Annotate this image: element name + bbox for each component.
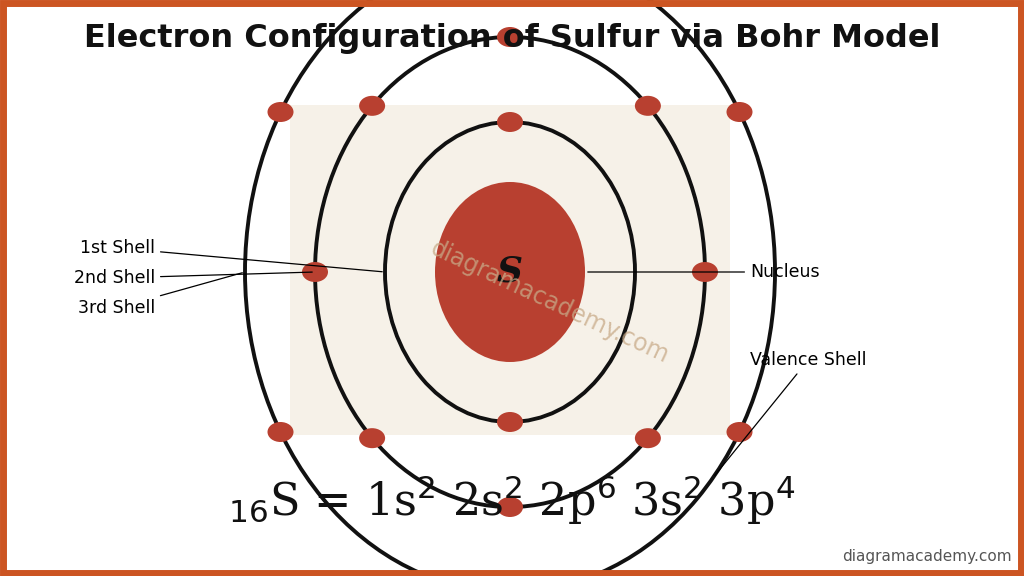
Ellipse shape xyxy=(497,497,523,517)
Ellipse shape xyxy=(692,262,718,282)
Ellipse shape xyxy=(267,422,294,442)
Ellipse shape xyxy=(497,412,523,432)
Ellipse shape xyxy=(359,428,385,448)
Ellipse shape xyxy=(635,96,660,116)
Ellipse shape xyxy=(497,112,523,132)
Ellipse shape xyxy=(635,428,660,448)
Text: 1st Shell: 1st Shell xyxy=(80,239,382,272)
Bar xyxy=(290,105,730,435)
Ellipse shape xyxy=(435,182,585,362)
Ellipse shape xyxy=(726,102,753,122)
Ellipse shape xyxy=(267,102,294,122)
Text: diagramacademy.com: diagramacademy.com xyxy=(427,236,673,368)
Ellipse shape xyxy=(726,422,753,442)
Ellipse shape xyxy=(302,262,328,282)
Text: $_{16}$S = 1s$^2$ 2s$^2$ 2p$^6$ 3s$^2$ 3p$^4$: $_{16}$S = 1s$^2$ 2s$^2$ 2p$^6$ 3s$^2$ 3… xyxy=(228,473,796,527)
Ellipse shape xyxy=(359,96,385,116)
Text: 2nd Shell: 2nd Shell xyxy=(74,269,312,287)
Ellipse shape xyxy=(497,27,523,47)
Text: Valence Shell: Valence Shell xyxy=(715,351,866,476)
Text: S: S xyxy=(497,255,523,289)
Text: Nucleus: Nucleus xyxy=(588,263,819,281)
Text: Electron Configuration of Sulfur via Bohr Model: Electron Configuration of Sulfur via Boh… xyxy=(84,22,940,54)
Text: 3rd Shell: 3rd Shell xyxy=(78,273,243,317)
Text: diagramacademy.com: diagramacademy.com xyxy=(843,549,1012,564)
